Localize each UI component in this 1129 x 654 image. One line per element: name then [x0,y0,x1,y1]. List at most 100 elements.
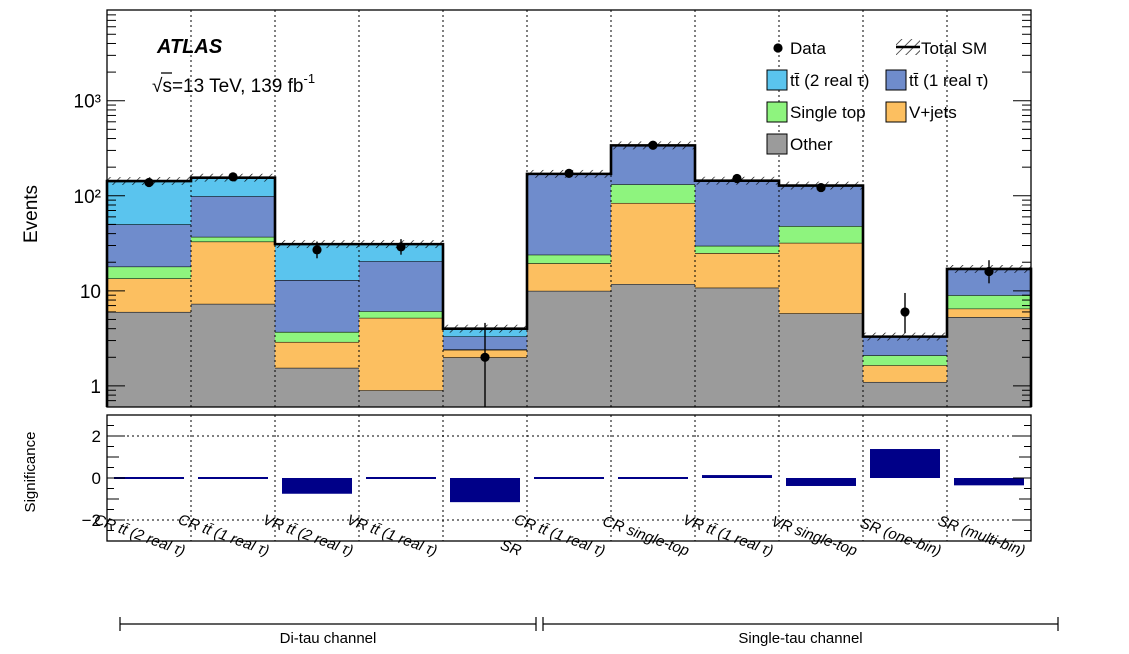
stack-bar-v-jets-6 [611,202,695,285]
legend-swatch [885,69,907,91]
stack-bar-tt-1-real--8 [779,185,863,227]
stack-bar-single-top-2 [275,331,359,342]
data-point-3 [396,242,406,252]
significance-bar-1 [198,477,268,479]
ratio-y-tick-label: 2 [92,427,101,446]
y-axis-label-events: Events [21,185,42,243]
significance-bar-8 [786,478,856,486]
main-y-tick-label: 10² [74,187,101,208]
stack-bar-single-top-1 [191,236,275,242]
stack-bar-tt-1-real--3 [359,261,443,312]
stack-bar-v-jets-0 [107,278,191,312]
significance-bar-5 [534,477,604,479]
stack-bar-other-1 [191,303,275,407]
main-frame [106,9,1032,408]
legend-label: tt̄ (1 real τ) [909,71,988,90]
channel-label-0: Di-tau channel [280,630,377,647]
data-point-4 [480,352,490,362]
data-point-1 [228,172,238,182]
stack-bar-tt-1-real--9 [863,336,947,356]
stack-bar-v-jets-1 [191,241,275,304]
total-sm-outline-layer [105,144,1033,407]
stack-bar-tt-2-real--0 [107,181,191,225]
significance-bar-9 [870,449,940,478]
stack-bar-other-10 [947,317,1031,407]
legend-data-marker [773,43,783,53]
legend-label: tt̄ (2 real τ) [790,71,869,90]
stack-bar-other-7 [695,287,779,407]
energy-sup: -1 [303,71,315,86]
stack-bar-single-top-3 [359,311,443,318]
stack-bar-single-top-10 [947,295,1031,309]
significance-bar-6 [618,477,688,479]
main-y-tick-label: 1 [90,377,101,398]
channel-brackets: Di-tau channel Single-tau channel [119,617,1059,647]
x-tick-label-1: CR tt̄ (1 real τ) [176,511,272,560]
stack-bar-single-top-0 [107,266,191,279]
energy-text: s=13 TeV, 139 fb [162,76,303,97]
x-tick-label-9: SR (one-bin) [858,515,944,560]
data-point-7 [732,173,742,184]
legend-label: V+jets [909,103,957,122]
stack-bar-v-jets-5 [527,263,611,291]
stack-bar-tt-1-real--0 [107,224,191,267]
significance-bar-0 [114,477,184,479]
energy-label: √s=13 TeV, 139 fb-1 [152,71,315,97]
ratio-y-tick-label: −2 [82,511,101,530]
stack-bar-other-8 [779,313,863,407]
stack-bar-tt-1-real--1 [191,196,275,237]
stack-bar-v-jets-7 [695,253,779,288]
significance-bar-3 [366,477,436,479]
significance-bar-4 [450,478,520,503]
stack-bar-tt-2-real--1 [191,177,275,197]
stack-bar-single-top-9 [863,355,947,366]
y-axis-label-significance: Significance [22,432,39,513]
main-bin-dividers [190,10,948,407]
x-tick-labels: CR tt̄ (2 real τ)CR tt̄ (1 real τ)VR tt̄… [92,511,1028,560]
legend: Data Total SM tt̄ (2 real τ) tt̄ (1 real τ)… [766,39,988,155]
legend-swatch [766,69,788,91]
stack-bar-v-jets-9 [863,365,947,382]
main-stack-layer [107,144,1031,407]
ratio-axes: 2 0 −2 [82,414,1032,542]
data-point-2 [312,245,322,255]
data-points-layer [144,140,994,407]
x-tick-label-8: VR single-top [769,513,859,560]
stack-bar-single-top-5 [527,254,611,264]
significance-bars-layer [114,449,1024,503]
stack-bar-tt-1-real--2 [275,280,359,332]
data-point-8 [816,182,826,193]
data-point-10 [984,266,994,277]
stack-bar-other-2 [275,367,359,407]
legend-swatch [766,101,788,123]
stack-bar-single-top-8 [779,226,863,243]
channel-label-1: Single-tau channel [738,630,862,647]
energy-sqrt: √ [152,76,163,97]
main-y-tick-label: 10³ [74,92,101,113]
main-axes: 1 10 10² 10³ [74,9,1032,408]
significance-bar-7 [702,475,772,478]
x-tick-label-0: CR tt̄ (2 real τ) [92,511,188,560]
stack-bar-other-5 [527,290,611,407]
legend-swatch [885,101,907,123]
stack-bar-other-3 [359,390,443,407]
ratio-y-tick-label: 0 [92,469,101,488]
stack-bar-tt-1-real--7 [695,180,779,246]
stack-bar-tt-1-real--6 [611,145,695,185]
legend-label: Data [790,39,826,58]
stack-bar-tt-1-real--5 [527,173,611,255]
data-point-9 [900,307,910,317]
x-tick-label-4: SR [498,537,524,560]
significance-bar-2 [282,478,352,494]
stack-bar-single-top-6 [611,184,695,203]
main-y-tick-label: 10 [80,282,101,303]
stack-bar-v-jets-3 [359,317,443,391]
stack-bar-v-jets-2 [275,341,359,368]
data-point-5 [564,168,574,178]
stack-bar-other-0 [107,311,191,407]
stack-bar-v-jets-10 [947,308,1031,318]
legend-label: Total SM [921,39,987,58]
ratio-grid [107,415,1031,541]
